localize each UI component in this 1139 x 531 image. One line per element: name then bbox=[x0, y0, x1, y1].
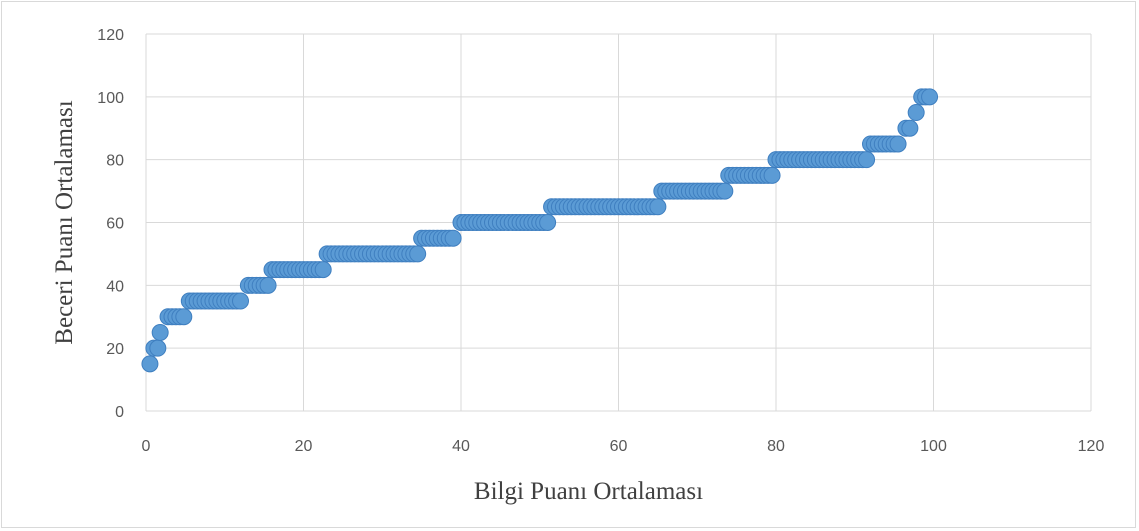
x-tick-label: 0 bbox=[142, 438, 151, 455]
y-tick-label: 100 bbox=[97, 90, 124, 107]
y-tick-label: 40 bbox=[106, 278, 124, 295]
x-tick-label: 40 bbox=[452, 438, 470, 455]
x-tick-label: 80 bbox=[767, 438, 785, 455]
x-axis-title: Bilgi Puanı Ortalaması bbox=[474, 478, 703, 505]
data-point bbox=[259, 276, 277, 294]
data-point bbox=[763, 166, 781, 184]
data-point bbox=[907, 104, 925, 122]
data-point bbox=[901, 119, 919, 137]
data-point bbox=[858, 151, 876, 169]
y-tick-label: 60 bbox=[106, 216, 124, 233]
data-point bbox=[921, 88, 939, 106]
y-tick-label: 120 bbox=[97, 27, 124, 44]
data-point bbox=[409, 245, 427, 263]
y-tick-label: 20 bbox=[106, 341, 124, 358]
y-tick-label: 80 bbox=[106, 153, 124, 170]
data-point bbox=[149, 339, 167, 357]
x-tick-label: 60 bbox=[610, 438, 628, 455]
data-point bbox=[716, 182, 734, 200]
data-point bbox=[444, 229, 462, 247]
data-point bbox=[314, 261, 332, 279]
data-point bbox=[141, 355, 159, 373]
x-tick-label: 100 bbox=[920, 438, 947, 455]
x-tick-label: 20 bbox=[295, 438, 313, 455]
x-tick-label: 120 bbox=[1078, 438, 1105, 455]
data-point bbox=[175, 308, 193, 326]
y-tick-label: 0 bbox=[115, 404, 124, 421]
data-point bbox=[539, 214, 557, 231]
data-point bbox=[889, 135, 907, 153]
data-point bbox=[151, 323, 169, 341]
data-point bbox=[232, 292, 249, 310]
y-axis-title: Beceri Puanı Ortalaması bbox=[51, 100, 78, 344]
data-point bbox=[649, 198, 667, 216]
